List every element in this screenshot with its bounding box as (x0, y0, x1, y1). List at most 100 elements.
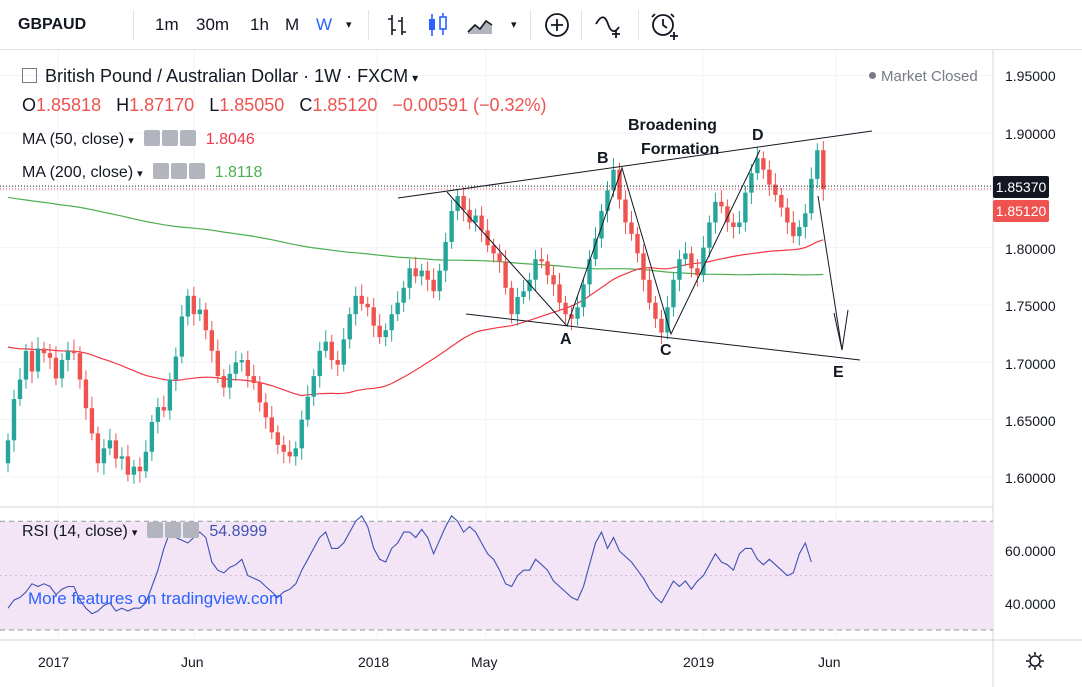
candle-body (737, 222, 742, 228)
candle-body (683, 253, 688, 260)
candle-body (443, 241, 448, 271)
candle-body (227, 373, 233, 388)
candle-body (257, 382, 262, 403)
settings-gear-icon[interactable] (1024, 650, 1046, 672)
candle-body (221, 376, 227, 388)
ma200-close-icon[interactable] (188, 163, 205, 179)
candle-body (167, 379, 173, 411)
candle-body (647, 279, 652, 303)
candle-body (755, 158, 760, 174)
rsi-y-tick-label: 60.0000 (1005, 543, 1056, 559)
candle-body (407, 268, 412, 288)
y-tick-label: 1.60000 (1005, 470, 1056, 486)
high-label: H (116, 95, 130, 115)
indicators-icon[interactable] (592, 8, 626, 42)
candle-body (743, 192, 748, 223)
candle-body (479, 215, 484, 231)
alert-icon[interactable] (648, 8, 682, 42)
ma200-visibility-icon[interactable] (152, 163, 169, 179)
interval-30m[interactable]: 30m (196, 15, 230, 34)
x-tick-label: 2019 (683, 654, 715, 670)
candle-body (539, 259, 544, 262)
rsi-settings-icon[interactable] (165, 522, 182, 538)
candle-body (593, 238, 598, 260)
projection-arrow-line (817, 195, 843, 351)
rsi-line (7, 514, 812, 615)
candle-body (749, 173, 754, 193)
rsi-chevron-down-icon[interactable]: ▾ (131, 527, 138, 539)
watermark-link[interactable]: More features on tradingview.com (28, 589, 284, 608)
chart-canvas[interactable] (0, 50, 1082, 687)
candle-body (41, 348, 47, 354)
candle-body (53, 357, 59, 379)
candle-body (197, 309, 203, 315)
ma200-settings-icon[interactable] (170, 163, 187, 179)
candle-body (575, 307, 580, 319)
rsi-value: 54.8999 (209, 523, 268, 540)
interval-chevron-down-icon[interactable]: ▾ (346, 19, 352, 31)
rsi-label: RSI (14, close) (22, 523, 128, 540)
x-tick-label: Jun (181, 654, 204, 670)
candle-body (335, 360, 340, 365)
candle-body (641, 253, 646, 280)
ma200-chevron-down-icon[interactable]: ▾ (137, 168, 143, 180)
candle-body (95, 433, 101, 464)
x-tick-label: 2018 (358, 654, 390, 670)
candle-body (293, 448, 298, 457)
ma50-chevron-down-icon[interactable]: ▾ (128, 135, 134, 147)
ma50-visibility-icon[interactable] (143, 130, 160, 146)
interval-monthly[interactable]: M (285, 15, 300, 34)
candle-body (89, 408, 95, 434)
candle-body (11, 399, 17, 441)
candle-body (629, 222, 634, 234)
point-label-c: C (660, 342, 672, 359)
compare-icon[interactable] (540, 8, 574, 42)
ma50-close-icon[interactable] (179, 130, 196, 146)
collapse-icon[interactable] (22, 68, 37, 83)
bar-style-icon[interactable] (380, 8, 414, 42)
candle-body (617, 169, 622, 200)
rsi-close-icon[interactable] (183, 522, 200, 538)
candle-style-icon[interactable] (420, 8, 454, 42)
candle-body (119, 456, 125, 459)
candle-body (113, 440, 119, 459)
candle-body (125, 456, 131, 475)
candle-body (809, 178, 814, 214)
candle-body (215, 350, 221, 377)
candle-body (101, 448, 107, 464)
candle-body (503, 261, 508, 288)
candle-body (173, 356, 179, 380)
ma200-value: 1.8118 (214, 164, 263, 181)
candle-body (425, 270, 430, 280)
symbol-search[interactable]: GBPAUD (18, 16, 87, 33)
chart-type-chevron-down-icon[interactable]: ▾ (511, 19, 517, 31)
area-style-icon[interactable] (463, 8, 497, 42)
market-status-label: Market Closed (881, 68, 978, 85)
open-value: 1.85818 (36, 95, 102, 115)
interval-1h[interactable]: 1h (250, 15, 269, 34)
candle-body (701, 247, 706, 276)
y-tick-label: 1.90000 (1005, 126, 1056, 142)
point-label-b: B (597, 150, 609, 167)
candle-body (473, 215, 478, 223)
candle-body (275, 432, 280, 445)
close-value: 1.85120 (312, 95, 378, 115)
y-tick-label: 1.70000 (1005, 356, 1056, 372)
candle-body (71, 350, 77, 354)
upper-trend-line (397, 130, 873, 199)
interval-weekly[interactable]: W (316, 15, 333, 34)
rsi-visibility-icon[interactable] (147, 522, 164, 538)
interval-1m[interactable]: 1m (155, 15, 179, 34)
candle-body (437, 270, 442, 292)
candle-body (377, 325, 382, 338)
change-value: −0.00591 (−0.32%) (392, 95, 547, 115)
candle-body (269, 417, 274, 433)
candle-body (17, 379, 23, 400)
ma50-settings-icon[interactable] (161, 130, 178, 146)
candle-body (611, 169, 616, 191)
candle-body (509, 287, 514, 315)
title-chevron-down-icon[interactable]: ▾ (412, 71, 419, 85)
candle-body (695, 268, 700, 276)
main-legend: British Pound / Australian Dollar · 1W ·… (22, 66, 418, 87)
open-label: O (22, 95, 37, 115)
